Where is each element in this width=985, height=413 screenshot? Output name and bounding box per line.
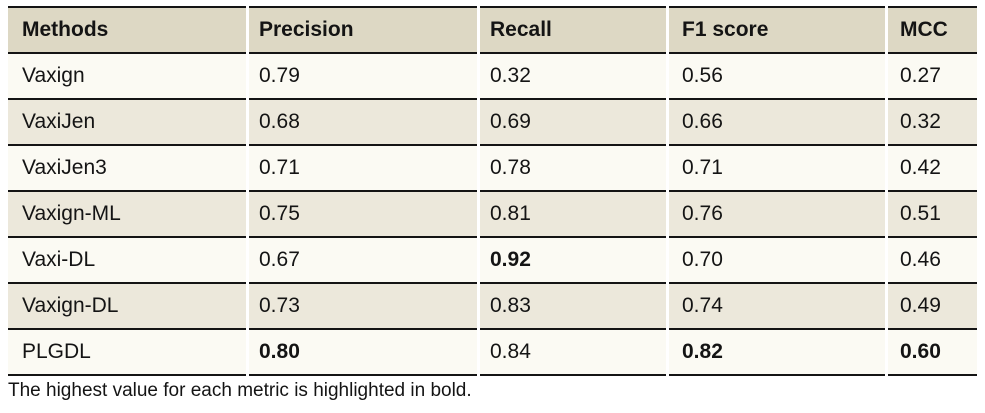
- method-name-cell: VaxiJen3: [8, 144, 246, 190]
- column-header-f1-score: F1 score: [669, 6, 885, 52]
- mcc-cell: 0.46: [888, 236, 977, 282]
- recall-cell: 0.84: [480, 328, 666, 376]
- table-row: VaxiJen 0.68 0.69 0.66 0.32: [8, 98, 977, 144]
- f1-score-cell: 0.66: [669, 98, 885, 144]
- table-row: Vaxign-DL 0.73 0.83 0.74 0.49: [8, 282, 977, 328]
- column-header-methods: Methods: [8, 6, 246, 52]
- mcc-cell: 0.49: [888, 282, 977, 328]
- method-name-cell: Vaxign: [8, 52, 246, 98]
- column-header-precision: Precision: [249, 6, 477, 52]
- f1-score-cell: 0.74: [669, 282, 885, 328]
- mcc-cell: 0.27: [888, 52, 977, 98]
- mcc-cell: 0.51: [888, 190, 977, 236]
- table-row: PLGDL 0.80 0.84 0.82 0.60: [8, 328, 977, 376]
- recall-cell: 0.78: [480, 144, 666, 190]
- column-header-recall: Recall: [480, 6, 666, 52]
- recall-cell: 0.69: [480, 98, 666, 144]
- precision-cell: 0.68: [249, 98, 477, 144]
- precision-cell: 0.80: [249, 328, 477, 376]
- column-header-mcc: MCC: [888, 6, 977, 52]
- method-name-cell: VaxiJen: [8, 98, 246, 144]
- table-row: Vaxign 0.79 0.32 0.56 0.27: [8, 52, 977, 98]
- table-row: Vaxign-ML 0.75 0.81 0.76 0.51: [8, 190, 977, 236]
- precision-cell: 0.79: [249, 52, 477, 98]
- method-name-cell: Vaxign-DL: [8, 282, 246, 328]
- precision-cell: 0.73: [249, 282, 477, 328]
- method-name-cell: Vaxign-ML: [8, 190, 246, 236]
- mcc-cell: 0.42: [888, 144, 977, 190]
- table-row: Vaxi-DL 0.67 0.92 0.70 0.46: [8, 236, 977, 282]
- table-row: VaxiJen3 0.71 0.78 0.71 0.42: [8, 144, 977, 190]
- recall-cell: 0.81: [480, 190, 666, 236]
- recall-cell: 0.32: [480, 52, 666, 98]
- table-header-row: Methods Precision Recall F1 score MCC: [8, 6, 977, 52]
- recall-cell: 0.92: [480, 236, 666, 282]
- methods-performance-table: Methods Precision Recall F1 score MCC Va…: [8, 6, 977, 376]
- precision-cell: 0.67: [249, 236, 477, 282]
- mcc-cell: 0.60: [888, 328, 977, 376]
- recall-cell: 0.83: [480, 282, 666, 328]
- mcc-cell: 0.32: [888, 98, 977, 144]
- f1-score-cell: 0.70: [669, 236, 885, 282]
- method-name-cell: Vaxi-DL: [8, 236, 246, 282]
- precision-cell: 0.75: [249, 190, 477, 236]
- method-name-cell: PLGDL: [8, 328, 246, 376]
- f1-score-cell: 0.71: [669, 144, 885, 190]
- f1-score-cell: 0.82: [669, 328, 885, 376]
- table-footnote: The highest value for each metric is hig…: [8, 380, 472, 401]
- f1-score-cell: 0.76: [669, 190, 885, 236]
- f1-score-cell: 0.56: [669, 52, 885, 98]
- precision-cell: 0.71: [249, 144, 477, 190]
